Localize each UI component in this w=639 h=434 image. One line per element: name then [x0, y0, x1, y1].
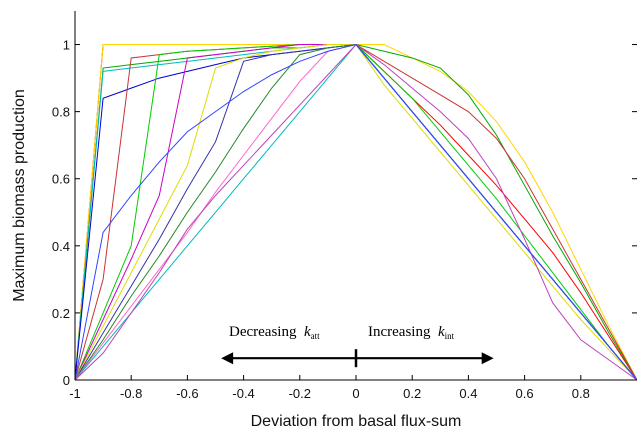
annotation-layer: Decreasing katt Increasing kint — [221, 324, 494, 368]
y-axis-title: Maximum biomass production — [11, 89, 28, 302]
x-tick-label: 0 — [352, 386, 359, 401]
y-tick-label: 0.4 — [52, 239, 70, 254]
y-tick-label: 1 — [63, 38, 70, 53]
annotation-decreasing: Decreasing katt — [229, 324, 320, 341]
arrow-right-head — [481, 352, 494, 365]
x-tick-label: -0.4 — [232, 386, 254, 401]
x-tick-label: 0.4 — [459, 386, 477, 401]
annotation-increasing: Increasing kint — [368, 324, 455, 341]
y-tick-label: 0.6 — [52, 172, 70, 187]
y-tick-label: 0.2 — [52, 306, 70, 321]
x-tick-label: -0.6 — [176, 386, 198, 401]
series-line-15 — [75, 43, 637, 380]
x-axis-title: Deviation from basal flux-sum — [251, 413, 462, 430]
y-tick-label: 0.8 — [52, 105, 70, 120]
series-layer — [75, 43, 637, 380]
x-tick-label: 0.8 — [572, 386, 590, 401]
x-tick-label: 0.6 — [516, 386, 534, 401]
y-tick-label: 0 — [63, 373, 70, 388]
arrow-left-head — [221, 352, 234, 365]
x-tick-label: 0.2 — [403, 386, 421, 401]
x-tick-label: -0.8 — [120, 386, 142, 401]
x-tick-label: -0.2 — [289, 386, 311, 401]
axes-layer: -1 -0.8 -0.6 -0.4 -0.2 0 0.2 0.4 0.6 0.8 0 0.2 0.4 0.… — [52, 11, 637, 401]
x-tick-label: -1 — [69, 386, 81, 401]
